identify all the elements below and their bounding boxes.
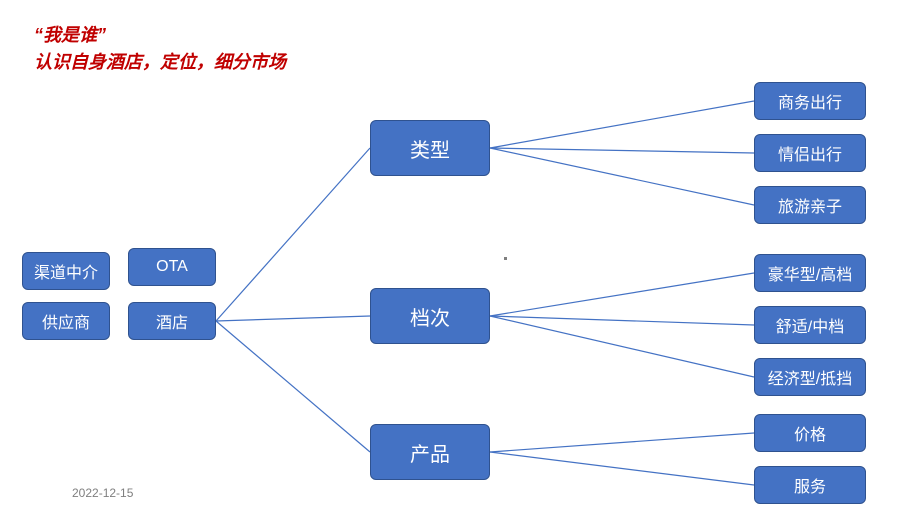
node-comfort: 舒适/中档	[754, 306, 866, 344]
edge-grade-luxury	[490, 273, 754, 316]
node-ota: OTA	[128, 248, 216, 286]
node-biz: 商务出行	[754, 82, 866, 120]
node-label: 供应商	[42, 309, 90, 333]
edge-hotel-product	[216, 321, 370, 452]
edge-hotel-type	[216, 148, 370, 321]
edge-type-biz	[490, 101, 754, 148]
node-product: 产品	[370, 424, 490, 480]
edge-hotel-grade	[216, 316, 370, 321]
node-label: 档次	[410, 302, 450, 331]
node-supplier: 供应商	[22, 302, 110, 340]
node-label: 渠道中介	[34, 259, 98, 283]
dot-artifact	[504, 257, 507, 260]
node-label: 价格	[794, 421, 826, 445]
node-label: 经济型/抵挡	[768, 365, 852, 389]
node-luxury: 豪华型/高档	[754, 254, 866, 292]
node-label: 情侣出行	[778, 141, 842, 165]
node-economy: 经济型/抵挡	[754, 358, 866, 396]
node-label: 舒适/中档	[776, 313, 844, 337]
node-label: OTA	[156, 258, 188, 276]
node-label: 服务	[794, 473, 826, 497]
node-label: 产品	[410, 438, 450, 467]
edge-type-couple	[490, 148, 754, 153]
node-hotel: 酒店	[128, 302, 216, 340]
node-price: 价格	[754, 414, 866, 452]
node-couple: 情侣出行	[754, 134, 866, 172]
page-title: “我是谁” 认识自身酒店，定位，细分市场	[34, 22, 286, 76]
node-service: 服务	[754, 466, 866, 504]
node-label: 旅游亲子	[778, 193, 842, 217]
title-line-2: 认识自身酒店，定位，细分市场	[34, 49, 286, 76]
node-family: 旅游亲子	[754, 186, 866, 224]
node-grade: 档次	[370, 288, 490, 344]
edge-product-price	[490, 433, 754, 452]
node-label: 豪华型/高档	[768, 261, 852, 285]
date-label: 2022-12-15	[72, 486, 133, 500]
node-label: 酒店	[156, 309, 188, 333]
title-line-1: “我是谁”	[34, 22, 286, 49]
node-label: 类型	[410, 134, 450, 163]
node-type: 类型	[370, 120, 490, 176]
edge-product-service	[490, 452, 754, 485]
edge-type-family	[490, 148, 754, 205]
edge-grade-economy	[490, 316, 754, 377]
node-label: 商务出行	[778, 89, 842, 113]
node-channel: 渠道中介	[22, 252, 110, 290]
edge-grade-comfort	[490, 316, 754, 325]
